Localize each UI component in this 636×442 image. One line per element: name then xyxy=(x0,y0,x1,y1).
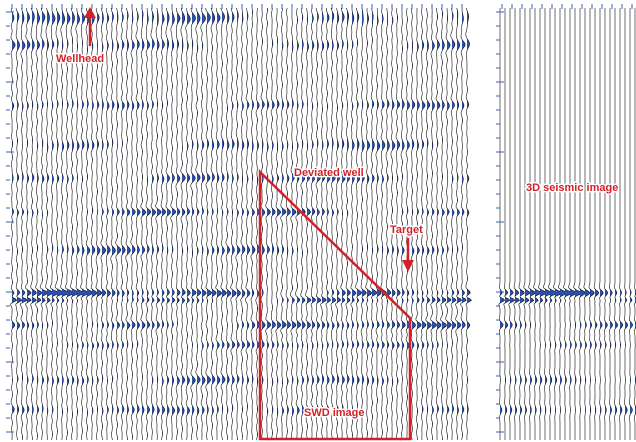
label-target: Target xyxy=(390,224,423,236)
label-3d-seismic: 3D seismic image xyxy=(526,182,618,194)
page: Wellhead Deviated well Target 3D seismic… xyxy=(0,0,636,442)
seismic-figure: Wellhead Deviated well Target 3D seismic… xyxy=(0,0,636,442)
label-swd-image: SWD image xyxy=(304,407,365,419)
label-wellhead: Wellhead xyxy=(56,53,104,65)
label-deviated-well: Deviated well xyxy=(294,167,364,179)
